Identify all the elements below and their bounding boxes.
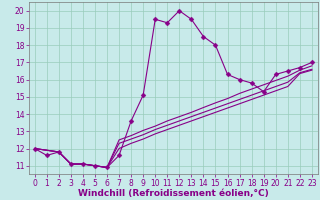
X-axis label: Windchill (Refroidissement éolien,°C): Windchill (Refroidissement éolien,°C)	[78, 189, 269, 198]
